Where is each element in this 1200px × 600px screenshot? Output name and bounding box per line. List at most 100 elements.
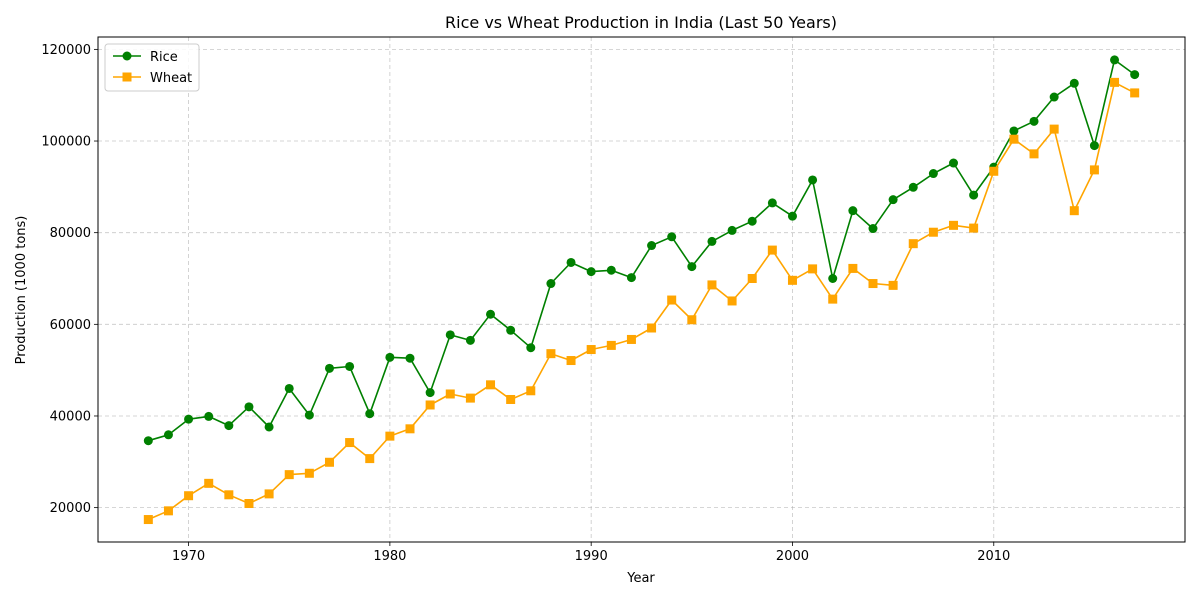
data-point-wheat-1971 [204,478,214,488]
grid [98,37,1185,542]
data-point-wheat-1993 [647,323,657,333]
data-point-rice-1999 [767,198,777,208]
data-point-wheat-2013 [1049,124,1059,134]
data-point-wheat-1969 [163,506,173,516]
data-point-wheat-1990 [586,345,596,355]
data-point-wheat-1968 [143,515,153,525]
data-point-wheat-1995 [687,315,697,325]
data-point-rice-1968 [143,436,153,446]
data-point-wheat-2002 [828,294,838,304]
data-point-wheat-2010 [989,166,999,176]
data-point-wheat-2003 [848,263,858,273]
data-point-wheat-1996 [707,280,717,290]
data-point-wheat-2008 [949,220,959,230]
x-tick-label-2000: 2000 [776,549,809,564]
data-point-rice-2017 [1130,70,1140,80]
data-point-wheat-1986 [506,394,516,404]
data-point-wheat-2015 [1089,165,1099,175]
y-tick-label-100000: 100000 [41,135,91,150]
data-point-wheat-2006 [908,239,918,249]
data-point-rice-1974 [264,422,274,432]
data-point-wheat-2017 [1130,88,1140,98]
data-point-wheat-1985 [486,380,496,390]
data-point-rice-1988 [546,279,556,289]
series-rice [143,55,1140,446]
data-point-wheat-1977 [324,457,334,467]
data-point-rice-1987 [526,343,536,353]
data-point-wheat-1989 [566,356,576,366]
data-point-wheat-1999 [767,245,777,255]
y-tick-label-60000: 60000 [50,318,91,333]
x-tick-label-1990: 1990 [575,549,608,564]
data-point-rice-1973 [244,402,254,412]
y-axis: 20000 40000 60000 80000 100000 120000 [41,43,98,516]
data-point-rice-1979 [365,409,375,419]
data-point-rice-1972 [224,421,234,431]
data-point-wheat-1988 [546,349,556,359]
data-point-wheat-1998 [747,274,757,284]
data-point-rice-1996 [707,236,717,246]
data-point-rice-1971 [204,411,214,421]
series-layer [143,55,1140,525]
data-point-wheat-1975 [284,470,294,480]
data-point-rice-2008 [949,158,959,168]
data-point-wheat-1997 [727,296,737,306]
data-point-wheat-2011 [1009,134,1019,144]
data-point-wheat-1974 [264,489,274,499]
data-point-wheat-1982 [425,400,435,410]
data-point-wheat-1992 [626,334,636,344]
plot-frame [97,36,1186,543]
data-point-rice-1980 [385,352,395,362]
y-tick-label-80000: 80000 [50,226,91,241]
x-axis: 1970 1980 1990 2000 2010 [172,542,1010,564]
data-point-wheat-1976 [304,468,314,478]
data-point-wheat-2007 [928,227,938,237]
data-point-rice-2000 [787,211,797,221]
data-point-wheat-2001 [808,264,818,274]
data-point-wheat-2009 [969,223,979,233]
data-point-rice-2014 [1069,78,1079,88]
x-axis-label: Year [626,571,655,586]
y-tick-label-40000: 40000 [50,409,91,424]
series-wheat [143,77,1140,525]
data-point-rice-2005 [888,195,898,205]
data-point-rice-2009 [969,190,979,200]
data-point-rice-1997 [727,225,737,235]
data-point-wheat-2014 [1069,206,1079,216]
data-point-rice-1978 [345,361,355,371]
data-point-rice-1975 [284,383,294,393]
data-point-wheat-1980 [385,431,395,441]
legend-label-wheat: Wheat [150,71,192,86]
y-tick-label-120000: 120000 [41,43,91,58]
x-tick-label-1970: 1970 [172,549,205,564]
data-point-rice-1986 [506,325,516,335]
data-point-wheat-2004 [868,279,878,289]
x-tick-label-2010: 2010 [977,549,1010,564]
data-point-rice-1993 [647,241,657,251]
data-point-rice-2011 [1009,126,1019,136]
data-point-wheat-2012 [1029,149,1039,159]
data-point-wheat-2005 [888,280,898,290]
data-point-wheat-1973 [244,499,254,509]
legend-marker-wheat [122,72,132,82]
data-point-wheat-1984 [465,393,475,403]
data-point-rice-1982 [425,388,435,398]
data-point-rice-2001 [808,175,818,185]
data-point-rice-1992 [626,273,636,283]
chart-title: Rice vs Wheat Production in India (Last … [445,13,837,32]
data-point-rice-2006 [908,182,918,192]
data-point-rice-1998 [747,216,757,226]
data-point-rice-1994 [667,232,677,242]
data-point-wheat-1972 [224,490,234,500]
data-point-wheat-1994 [667,295,677,305]
data-point-wheat-2016 [1110,77,1120,87]
y-tick-label-20000: 20000 [50,501,91,516]
data-point-rice-1985 [486,309,496,319]
x-tick-label-1980: 1980 [373,549,406,564]
data-point-rice-1990 [586,267,596,277]
data-point-rice-2012 [1029,116,1039,126]
data-point-wheat-1970 [184,491,194,501]
data-point-rice-1989 [566,257,576,267]
